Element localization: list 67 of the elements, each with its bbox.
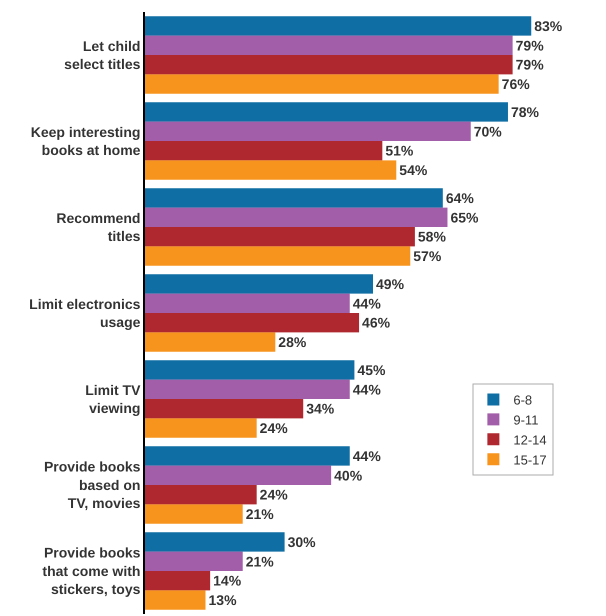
data-label: 70% <box>474 123 502 140</box>
data-label: 28% <box>278 334 307 350</box>
bar <box>145 571 210 590</box>
bar <box>145 532 285 552</box>
legend-label: 15-17 <box>513 452 547 468</box>
bar <box>145 332 276 352</box>
y-tick-label: Limit electronics usage <box>29 296 141 330</box>
bar <box>145 227 415 246</box>
bar <box>145 122 471 141</box>
bar <box>145 466 332 485</box>
data-label: 13% <box>208 592 238 608</box>
data-label: 34% <box>306 400 335 417</box>
bar <box>145 294 350 313</box>
bar <box>145 552 243 571</box>
data-label: 24% <box>260 486 288 503</box>
bar <box>145 246 410 266</box>
data-label: 24% <box>260 420 288 436</box>
data-label: 79% <box>516 56 544 73</box>
data-label: 58% <box>418 228 446 245</box>
data-label: 40% <box>334 467 363 484</box>
legend-label: 9-11 <box>513 412 538 428</box>
legend-label: 12-14 <box>513 432 547 448</box>
bar <box>145 485 257 504</box>
legend-label: 6-8 <box>513 392 532 408</box>
data-label: 44% <box>352 295 382 312</box>
bar <box>145 360 354 380</box>
data-label: 83% <box>534 18 563 34</box>
bar <box>145 55 513 74</box>
bar <box>145 16 532 36</box>
data-label: 44% <box>352 381 382 398</box>
data-label: 79% <box>516 37 544 54</box>
bar <box>145 160 396 180</box>
data-label: 49% <box>376 276 405 292</box>
bar <box>145 590 206 610</box>
data-label: 45% <box>357 362 386 378</box>
data-label: 44% <box>352 448 382 464</box>
data-label: 54% <box>399 162 428 178</box>
bar <box>145 102 508 122</box>
y-tick-label: Provide books that come with stickers, toys <box>42 544 141 598</box>
data-label: 78% <box>510 104 540 120</box>
data-label: 14% <box>213 572 242 589</box>
data-label: 57% <box>413 248 442 264</box>
data-label: 64% <box>446 190 474 206</box>
bar <box>145 188 443 208</box>
bar <box>145 446 350 466</box>
data-label: 76% <box>502 76 530 92</box>
bar <box>145 74 499 94</box>
data-label: 30% <box>288 534 316 550</box>
bar <box>145 380 350 399</box>
data-label: 21% <box>246 553 274 570</box>
bar <box>145 504 243 524</box>
bar <box>145 313 360 332</box>
y-tick-label: Provide books based on TV, movies <box>44 458 141 512</box>
y-tick-label: Let child select titles <box>64 38 141 72</box>
data-label: 21% <box>246 506 274 522</box>
data-label: 51% <box>385 142 414 159</box>
y-tick-label: Recommend titles <box>56 210 141 244</box>
y-tick-label: Limit TV viewing <box>85 382 142 416</box>
bar <box>145 208 448 227</box>
bar <box>145 418 257 438</box>
bar <box>145 141 382 160</box>
bar <box>145 36 513 55</box>
bar <box>145 399 304 418</box>
y-tick-label: Keep interesting books at home <box>30 124 141 158</box>
bar <box>145 274 374 294</box>
data-label: 46% <box>362 314 391 331</box>
data-label: 65% <box>450 209 480 226</box>
